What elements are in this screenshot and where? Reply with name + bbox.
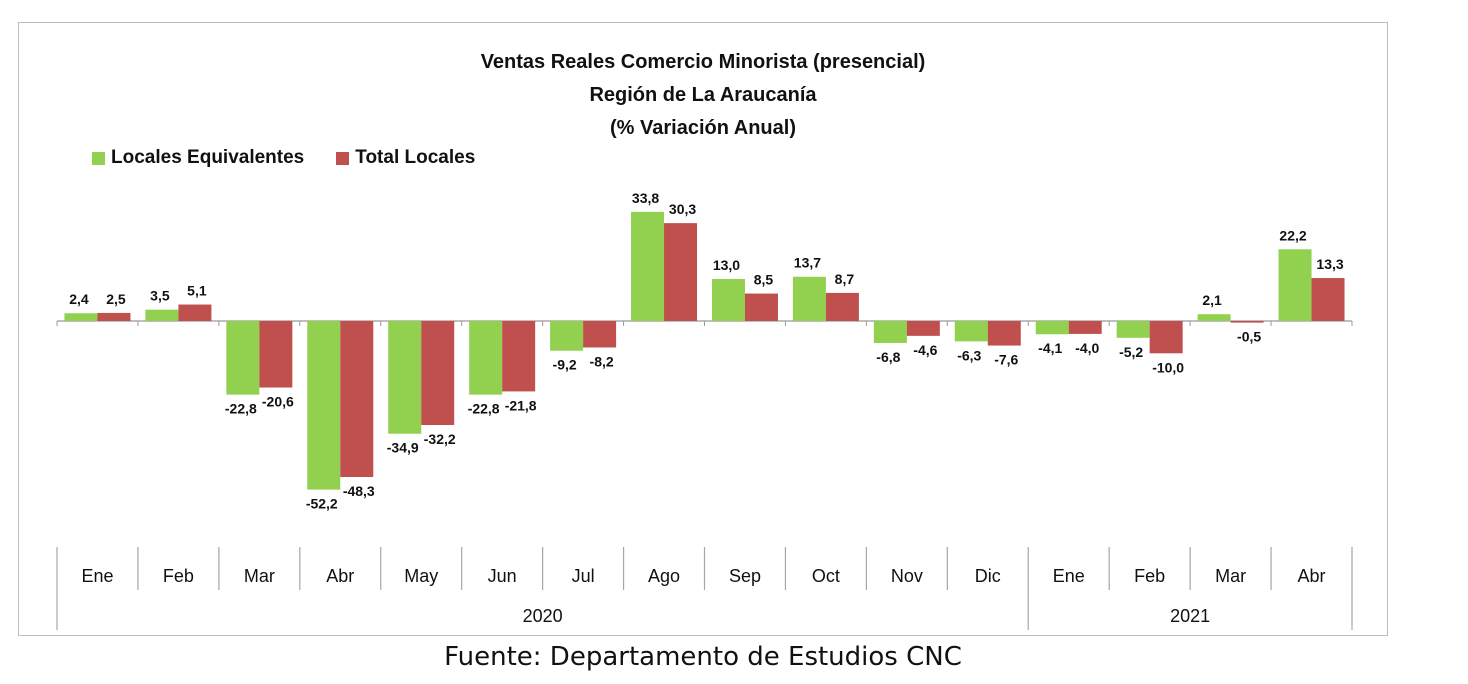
month-label: Ene <box>81 566 113 586</box>
bar-total-locales <box>744 293 778 321</box>
data-label: 2,5 <box>106 291 126 307</box>
month-label: Nov <box>891 566 923 586</box>
data-label: 8,5 <box>754 272 774 288</box>
legend-label: Total Locales <box>355 147 476 168</box>
data-label: -22,8 <box>225 401 257 417</box>
bar-locales-equivalentes <box>145 309 179 321</box>
bar-total-locales <box>906 321 940 336</box>
month-label: Ene <box>1053 566 1085 586</box>
bar-total-locales <box>97 312 131 321</box>
bar-total-locales <box>1230 321 1264 323</box>
bar-locales-equivalentes <box>711 279 745 321</box>
data-label: 22,2 <box>1279 227 1306 243</box>
data-label: -6,3 <box>957 347 981 363</box>
data-label: -22,8 <box>468 401 500 417</box>
bar-locales-equivalentes <box>631 211 665 321</box>
data-label: -21,8 <box>505 397 537 413</box>
data-label: -6,8 <box>876 349 900 365</box>
legend-item-locales-equivalentes: Locales Equivalentes <box>92 147 304 169</box>
bar-locales-equivalentes <box>64 313 98 321</box>
bar-total-locales <box>825 292 859 321</box>
data-label: -0,5 <box>1237 329 1261 345</box>
month-label: Feb <box>1134 566 1165 586</box>
data-label: -7,6 <box>994 352 1018 368</box>
data-label: -4,1 <box>1038 340 1062 356</box>
month-label: Mar <box>1215 566 1246 586</box>
data-label: -20,6 <box>262 394 294 410</box>
month-label: Abr <box>326 566 354 586</box>
legend-item-total-locales: Total Locales <box>336 147 475 169</box>
data-label: 5,1 <box>187 283 207 299</box>
source-note: Fuente: Departamento de Estudios CNC <box>444 642 962 672</box>
data-label: 33,8 <box>632 190 659 206</box>
month-label: May <box>404 566 438 586</box>
bar-locales-equivalentes <box>307 321 341 490</box>
data-label: 13,3 <box>1316 256 1343 272</box>
bar-locales-equivalentes <box>1035 321 1069 335</box>
month-label: Ago <box>648 566 680 586</box>
data-label: 3,5 <box>150 288 170 304</box>
bar-locales-equivalentes <box>550 321 584 351</box>
bar-locales-equivalentes <box>1116 321 1150 338</box>
legend: Locales Equivalentes Total Locales <box>92 146 507 170</box>
bar-locales-equivalentes <box>469 321 503 395</box>
month-label: Jul <box>572 566 595 586</box>
data-label: 30,3 <box>669 201 696 217</box>
legend-swatch-red <box>336 151 350 165</box>
data-label: -32,2 <box>424 431 456 447</box>
bar-total-locales <box>664 223 698 321</box>
data-label: -4,6 <box>913 342 937 358</box>
bar-total-locales <box>340 321 374 478</box>
bar-total-locales <box>987 321 1021 346</box>
bar-total-locales <box>421 321 455 426</box>
data-label: 8,7 <box>835 271 855 287</box>
data-label: -48,3 <box>343 483 375 499</box>
title-line-2: Región de La Araucanía <box>589 84 817 106</box>
legend-label: Locales Equivalentes <box>111 147 305 168</box>
month-label: Oct <box>812 566 840 586</box>
data-label: -34,9 <box>387 440 419 456</box>
bar-locales-equivalentes <box>792 276 826 321</box>
bar-total-locales <box>583 321 617 348</box>
data-label: -52,2 <box>306 496 338 512</box>
chart-title: Ventas Reales Comercio Minorista (presen… <box>0 46 1406 145</box>
month-label: Abr <box>1298 566 1326 586</box>
bar-locales-equivalentes <box>226 321 260 395</box>
year-label: 2021 <box>1170 606 1210 626</box>
bar-locales-equivalentes <box>1197 314 1231 321</box>
data-label: -5,2 <box>1119 344 1143 360</box>
data-label: 2,4 <box>69 291 89 307</box>
legend-swatch-green <box>92 151 105 165</box>
data-label: -10,0 <box>1152 359 1184 375</box>
month-label: Feb <box>163 566 194 586</box>
month-label: Sep <box>729 566 761 586</box>
data-label: -8,2 <box>590 353 614 369</box>
data-label: 13,7 <box>794 255 821 271</box>
month-label: Jun <box>488 566 517 586</box>
bar-total-locales <box>1311 278 1345 321</box>
bar-locales-equivalentes <box>388 321 422 434</box>
month-label: Dic <box>975 566 1001 586</box>
data-label: -4,0 <box>1075 340 1099 356</box>
title-line-3: (% Variación Anual) <box>610 117 796 139</box>
bar-total-locales <box>1068 321 1102 334</box>
title-line-1: Ventas Reales Comercio Minorista (presen… <box>480 51 926 73</box>
bar-total-locales <box>502 321 536 392</box>
data-label: -9,2 <box>553 357 577 373</box>
bar-locales-equivalentes <box>954 321 988 342</box>
bar-locales-equivalentes <box>873 321 907 343</box>
bar-total-locales <box>178 304 212 321</box>
bar-total-locales <box>259 321 293 388</box>
bar-total-locales <box>1149 321 1183 354</box>
bar-locales-equivalentes <box>1278 249 1312 321</box>
data-label: 2,1 <box>1202 292 1222 308</box>
year-label: 2020 <box>523 606 563 626</box>
month-label: Mar <box>244 566 275 586</box>
data-label: 13,0 <box>713 257 740 273</box>
